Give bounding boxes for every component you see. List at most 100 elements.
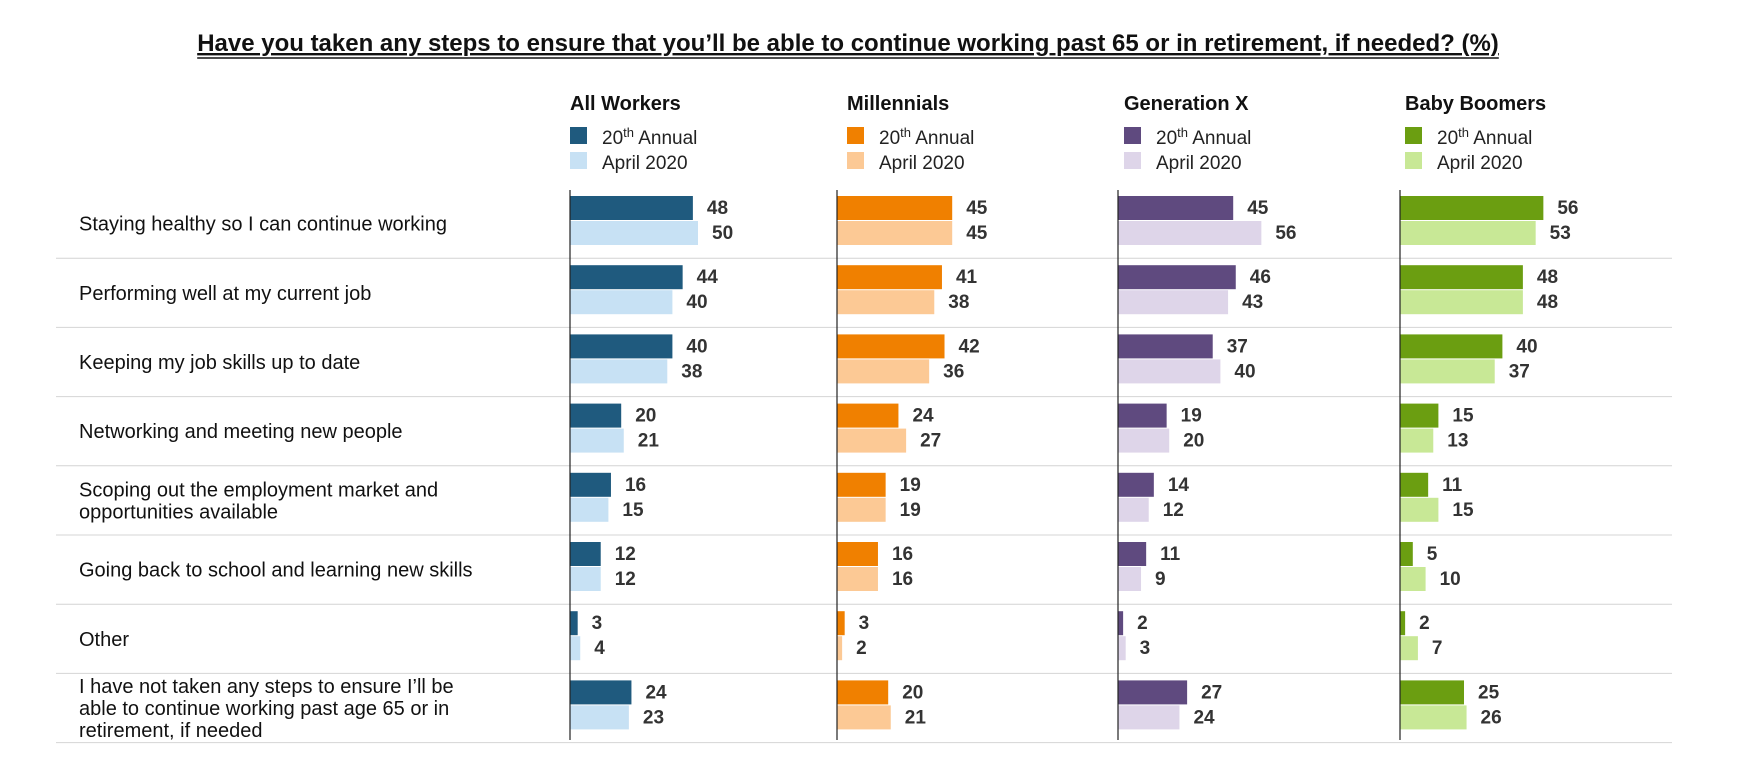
value-label-april: 10	[1440, 569, 1461, 590]
value-label-annual: 16	[892, 544, 913, 565]
bar-annual	[1400, 542, 1413, 566]
value-label-april: 12	[615, 569, 636, 590]
bar-annual	[570, 680, 632, 705]
bar-april	[837, 636, 843, 661]
value-label-annual: 56	[1557, 198, 1578, 219]
value-label-april: 12	[1163, 500, 1184, 521]
chart-title: Have you taken any steps to ensure that …	[197, 30, 1499, 57]
value-label-april: 48	[1537, 292, 1558, 313]
legend-label-annual-superscript: th	[1177, 125, 1188, 140]
value-label-april: 40	[1234, 361, 1255, 382]
row-label: opportunities available	[79, 501, 278, 523]
bar-april	[1118, 497, 1149, 522]
bar-april	[1118, 636, 1126, 661]
bar-annual	[1118, 403, 1167, 428]
bar-april	[570, 705, 629, 730]
legend-label-annual-prefix: 20	[602, 128, 623, 149]
bar-annual	[837, 403, 899, 428]
value-label-april: 13	[1447, 431, 1468, 452]
legend-label-annual-suffix: Annual	[1188, 128, 1251, 149]
value-label-annual: 42	[959, 336, 980, 357]
bar-annual	[837, 472, 886, 497]
bar-april	[1400, 359, 1495, 384]
bar-annual	[837, 334, 945, 359]
value-label-april: 37	[1509, 361, 1530, 382]
bar-annual	[1400, 472, 1429, 497]
value-label-april: 36	[943, 361, 964, 382]
row-label: I have not taken any steps to ensure I’l…	[79, 676, 454, 698]
legend-swatch-annual	[1124, 127, 1141, 144]
value-label-annual: 24	[645, 682, 667, 703]
bar-april	[1400, 290, 1523, 315]
bar-april	[570, 428, 624, 453]
value-label-april: 50	[712, 223, 733, 244]
group-title: All Workers	[570, 93, 681, 115]
bar-april	[1400, 497, 1439, 522]
legend-label-annual: 20th Annual	[602, 125, 697, 149]
row-label: able to continue working past age 65 or …	[79, 698, 449, 720]
bar-annual	[570, 403, 622, 428]
bar-april	[1400, 221, 1536, 245]
row-label: Scoping out the employment market and	[79, 479, 438, 501]
value-label-april: 2	[856, 638, 867, 659]
value-label-annual: 3	[859, 613, 870, 634]
value-label-annual: 20	[635, 406, 656, 427]
value-label-april: 24	[1193, 707, 1215, 728]
value-label-april: 16	[892, 569, 913, 590]
bar-annual	[570, 196, 693, 220]
value-label-april: 21	[638, 431, 660, 452]
bar-april	[1118, 290, 1229, 315]
value-label-annual: 12	[615, 544, 636, 565]
legend-label-annual-suffix: Annual	[911, 128, 974, 149]
value-label-april: 56	[1275, 223, 1296, 244]
bar-april	[1118, 359, 1221, 384]
row-label: retirement, if needed	[79, 720, 262, 742]
bar-annual	[1118, 334, 1213, 359]
bar-annual	[1118, 680, 1188, 705]
legend-label-april: April 2020	[879, 153, 965, 174]
value-label-april: 20	[1183, 431, 1204, 452]
bar-april	[1400, 705, 1467, 730]
row-label: Other	[79, 629, 129, 651]
bar-april	[1118, 567, 1142, 591]
legend-label-annual: 20th Annual	[879, 125, 974, 149]
legend-swatch-annual	[847, 127, 864, 144]
value-label-april: 19	[900, 500, 921, 521]
legend-label-annual-suffix: Annual	[1469, 128, 1532, 149]
bar-annual	[837, 265, 942, 290]
bar-annual	[1118, 542, 1147, 566]
bar-annual	[1400, 265, 1523, 290]
group-title: Baby Boomers	[1405, 93, 1546, 115]
legend-label-annual: 20th Annual	[1437, 125, 1532, 149]
value-label-april: 15	[622, 500, 644, 521]
bar-annual	[1400, 611, 1406, 636]
bar-annual	[570, 265, 683, 290]
row-label: Keeping my job skills up to date	[79, 352, 360, 374]
value-label-april: 27	[920, 431, 941, 452]
group-title: Millennials	[847, 93, 949, 115]
bar-annual	[570, 611, 578, 636]
bar-april	[570, 221, 698, 245]
legend-label-annual-suffix: Annual	[634, 128, 697, 149]
bar-april	[837, 497, 886, 522]
legend-swatch-april	[1124, 152, 1141, 169]
value-label-annual: 14	[1168, 475, 1190, 496]
legend-label-annual-superscript: th	[623, 125, 634, 140]
bar-april	[837, 221, 953, 245]
bar-annual	[837, 611, 845, 636]
group-title: Generation X	[1124, 93, 1249, 115]
bar-april	[1400, 636, 1418, 661]
bar-april	[837, 428, 907, 453]
bar-april	[570, 290, 673, 315]
row-label: Networking and meeting new people	[79, 421, 403, 443]
value-label-annual: 40	[686, 336, 707, 357]
value-label-annual: 2	[1419, 613, 1430, 634]
bar-annual	[1118, 196, 1234, 220]
value-label-april: 9	[1155, 569, 1166, 590]
value-label-annual: 45	[966, 198, 988, 219]
bar-april	[570, 636, 581, 661]
bar-april	[1400, 428, 1434, 453]
value-label-annual: 46	[1250, 267, 1271, 288]
